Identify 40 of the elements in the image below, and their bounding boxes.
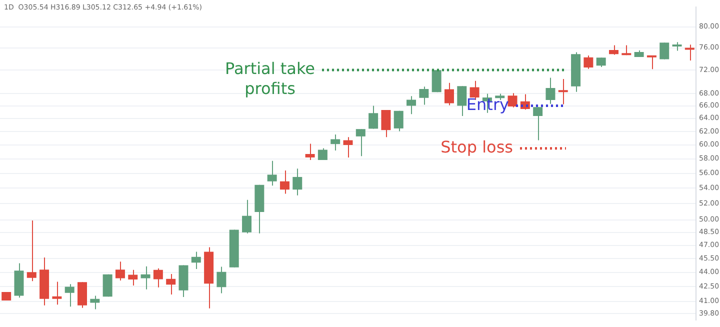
candlestick (267, 160, 277, 186)
candlestick (419, 86, 429, 106)
candlestick (26, 220, 36, 282)
candlestick (318, 148, 328, 160)
candlestick (508, 92, 518, 108)
candlestick (280, 170, 290, 194)
candlestick (128, 269, 138, 286)
candlestick (558, 78, 568, 105)
candlestick (52, 281, 62, 306)
candlestick (584, 54, 594, 70)
candlestick (292, 168, 302, 196)
candlestick (90, 295, 100, 310)
candlestick (242, 199, 252, 234)
candlestick (305, 143, 315, 160)
ref-line-label: Partial take profits (225, 59, 315, 98)
candlestick (78, 282, 87, 308)
candlestick (115, 261, 125, 281)
candlestick (216, 266, 226, 294)
candlestick (191, 251, 201, 270)
candlestick (546, 77, 556, 104)
candlestick (153, 268, 163, 288)
candlestick (660, 42, 670, 60)
candlestick (330, 134, 340, 151)
candlestick (394, 110, 404, 132)
candlestick (381, 109, 391, 138)
candlestick (596, 57, 606, 68)
candlestick (406, 96, 416, 115)
candlestick (444, 82, 454, 106)
ref-line-label: Stop loss (440, 138, 514, 157)
candlestick (684, 44, 694, 62)
candlestick (457, 86, 467, 116)
candlestick (343, 136, 353, 158)
candlestick (166, 274, 176, 295)
candlestick (140, 266, 150, 290)
candlestick (609, 44, 618, 56)
candlestick (64, 284, 74, 308)
candlestick (356, 128, 366, 157)
candlestick (368, 105, 378, 130)
candlestick (533, 106, 543, 141)
candlestick (646, 55, 656, 70)
